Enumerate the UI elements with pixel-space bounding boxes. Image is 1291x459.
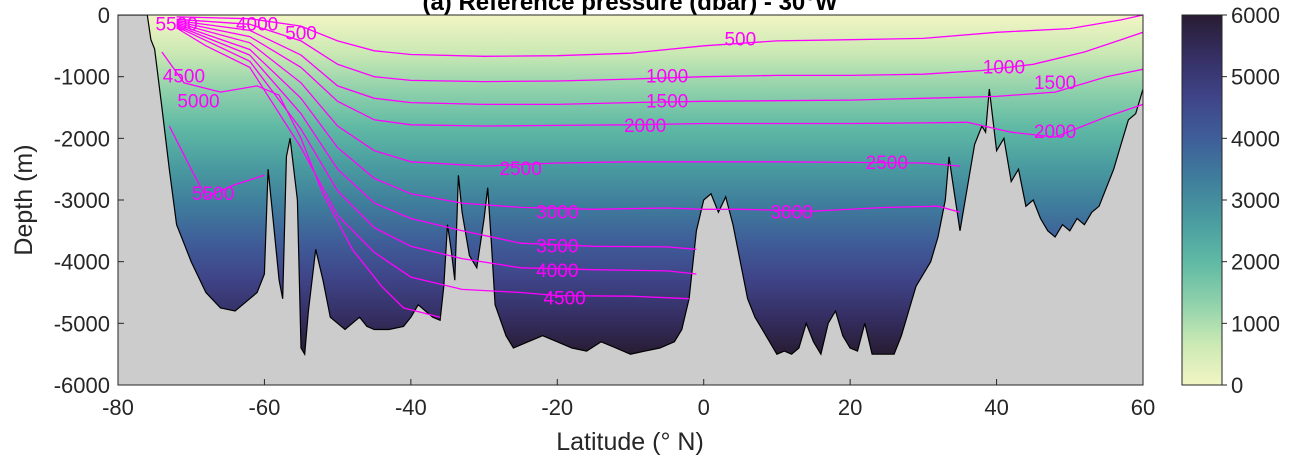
contour-label: 2000 (1034, 122, 1076, 143)
x-tick-label: 60 (1131, 395, 1155, 420)
contour-label: 2500 (500, 159, 542, 180)
contour-line-2000 (176, 21, 1143, 138)
contour-line-3500 (176, 24, 697, 250)
y-tick-label: -2000 (54, 126, 110, 151)
x-axis: -80 -60 -40 -20 0 20 40 60 (102, 379, 1155, 420)
colorbar-tick-label: 5000 (1231, 65, 1280, 90)
contour-label: 1000 (983, 57, 1025, 78)
y-tick-label: -1000 (54, 65, 110, 90)
contour-label: 5000 (177, 91, 219, 112)
y-axis-label: Depth (m) (10, 144, 38, 255)
x-tick-label: -20 (541, 395, 573, 420)
contour-label: 3000 (770, 202, 812, 223)
contour-label: 1500 (646, 91, 688, 112)
x-axis-label: Latitude (° N) (556, 428, 704, 456)
colorbar-tick-label: 3000 (1231, 188, 1280, 213)
colorbar-gradient (1181, 14, 1223, 386)
contour-label: 4500 (543, 289, 585, 310)
contour-label: 500 (285, 24, 317, 45)
contour-labels: 500 500 1000 1000 1500 1500 2000 2000 2500 2500 30… (155, 14, 1076, 310)
contour-label: 1000 (646, 67, 688, 88)
y-tick-label: 0 (98, 3, 110, 28)
bathymetry-outline (118, 15, 1143, 357)
colorbar-tick-label: 4000 (1231, 126, 1280, 151)
x-tick-label: -80 (102, 395, 134, 420)
contour-label: 4000 (236, 14, 278, 35)
contour-label: 500 (724, 30, 756, 51)
plot-area: 500 500 1000 1000 1500 1500 2000 2000 2500 2500 30… (117, 14, 1144, 386)
contour-label: 3500 (536, 236, 578, 257)
contour-label: 5500 (192, 184, 234, 205)
colorbar-ticks: 6000 5000 4000 3000 2000 1000 0 (1222, 3, 1280, 398)
colorbar-tick-label: 6000 (1231, 3, 1280, 28)
contour-line-4000 (176, 26, 697, 275)
y-tick-label: -6000 (54, 373, 110, 398)
x-tick-label: 40 (984, 395, 1008, 420)
x-tick-label: -60 (249, 395, 281, 420)
y-axis: 0 -1000 -2000 -3000 -4000 -5000 -6000 (54, 3, 124, 398)
contour-lines (161, 15, 1143, 318)
x-tick-label: -40 (395, 395, 427, 420)
contour-line-2500 (176, 22, 961, 167)
x-tick-label: 20 (838, 395, 862, 420)
contour-label: 4500 (163, 67, 205, 88)
colorbar-tick-label: 0 (1231, 373, 1243, 398)
contour-label: 3000 (536, 202, 578, 223)
contour-label: 4000 (536, 261, 578, 282)
contour-line-4500 (176, 27, 690, 300)
y-tick-label: -5000 (54, 311, 110, 336)
contour-line-5500 (168, 125, 265, 198)
contour-label: 2000 (624, 116, 666, 137)
contour-label: 1500 (1034, 73, 1076, 94)
contour-label: 2500 (866, 153, 908, 174)
contour-line-1000 (176, 18, 1143, 83)
x-tick-label: 0 (698, 395, 710, 420)
chart-title: (a) Reference pressure (dbar) - 30°W (422, 0, 837, 16)
contour-line-5000 (161, 51, 441, 318)
contour-line-3000 (176, 23, 961, 213)
contour-label: 5500 (155, 14, 197, 35)
colorbar: 6000 5000 4000 3000 2000 1000 0 (1181, 3, 1280, 398)
contour-line-1500 (176, 19, 1143, 106)
y-tick-label: -3000 (54, 188, 110, 213)
colorbar-tick-label: 2000 (1231, 250, 1280, 275)
y-tick-label: -4000 (54, 250, 110, 275)
colorbar-tick-label: 1000 (1231, 311, 1280, 336)
contour-line-500 (176, 15, 1143, 57)
